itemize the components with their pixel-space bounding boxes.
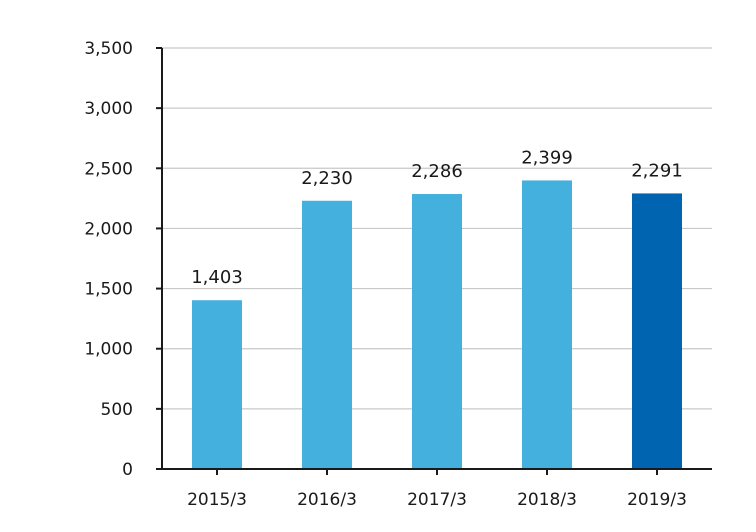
y-tick-label: 0: [122, 460, 133, 480]
bar-layer: [192, 180, 682, 470]
y-tick-label: 3,000: [84, 99, 133, 119]
y-tick-label: 1,500: [84, 280, 133, 300]
y-tick-label: 1,000: [84, 340, 133, 360]
bar-2017-3: [412, 194, 462, 469]
bar-2015-3: [192, 300, 242, 469]
x-tick-label: 2019/3: [627, 490, 687, 510]
x-tick-label: 2015/3: [187, 490, 247, 510]
x-tick-label: 2017/3: [407, 490, 467, 510]
y-tick-label: 500: [101, 400, 133, 420]
label-layer: 0 500 1,000 1,500 2,000 2,500 3,000 3,500 1,403 2…: [84, 39, 687, 510]
y-tick-label: 3,500: [84, 39, 133, 59]
y-tick-label: 2,500: [84, 159, 133, 179]
y-tick-label: 2,000: [84, 219, 133, 239]
data-label: 1,403: [191, 267, 243, 288]
data-label: 2,291: [631, 160, 683, 181]
data-label: 2,399: [521, 147, 573, 168]
bar-2019-3: [632, 193, 682, 470]
bar-2018-3: [522, 180, 572, 469]
data-label: 2,230: [301, 168, 353, 189]
data-label: 2,286: [411, 161, 463, 182]
x-tick-label: 2016/3: [297, 490, 357, 510]
bar-2016-3: [302, 200, 352, 469]
x-tick-label: 2018/3: [517, 490, 577, 510]
axis-layer: [156, 47, 712, 475]
